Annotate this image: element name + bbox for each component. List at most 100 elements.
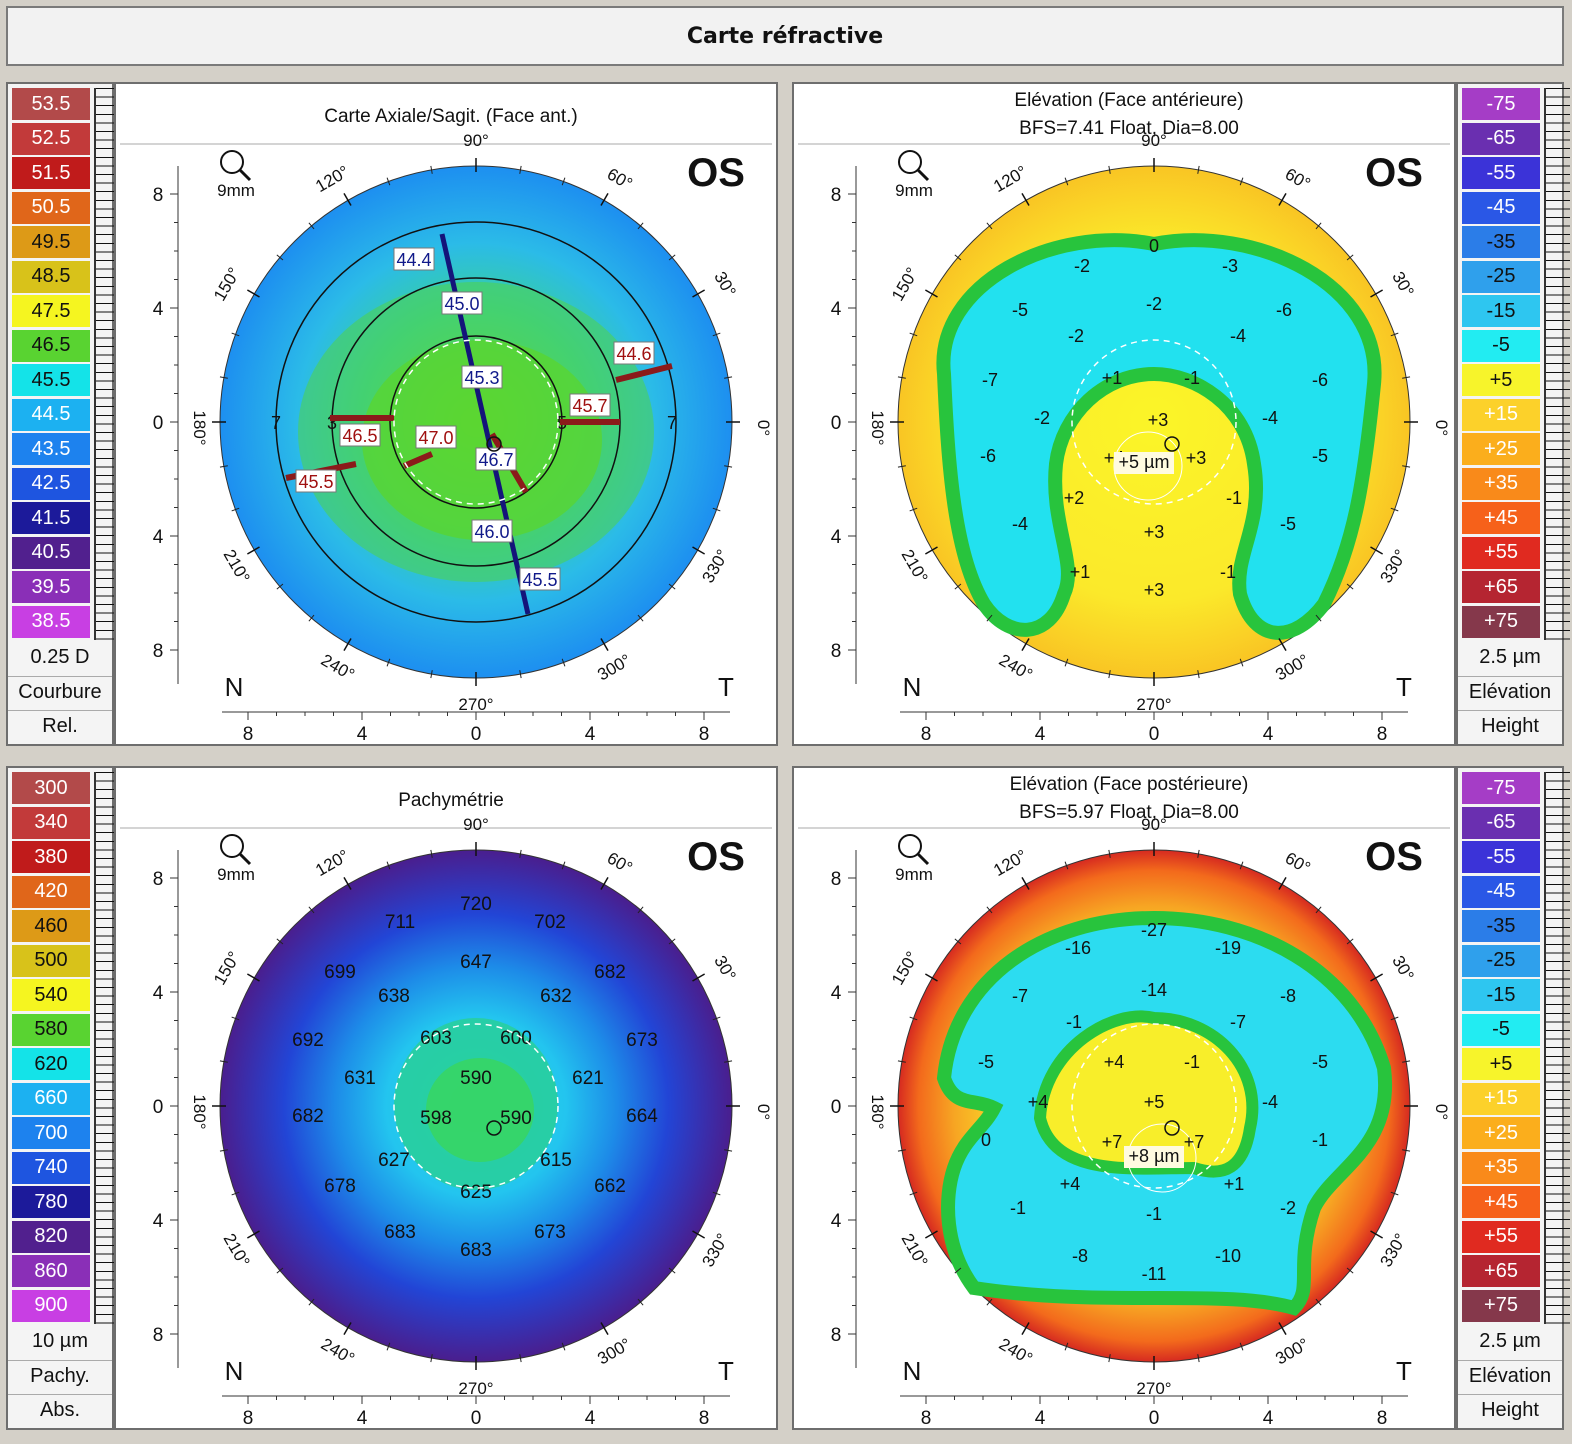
post-map-panel[interactable]: Elévation (Face postérieure) BFS=5.97 Flo… — [792, 766, 1456, 1430]
axial-angle-label: 120° — [312, 162, 352, 196]
ant-x-tick-label: 4 — [1035, 724, 1046, 744]
pachy-angle-tick — [600, 876, 609, 890]
pachy-pupil-center-marker — [486, 1120, 502, 1136]
ant-elevation-value: -1 — [1184, 368, 1200, 388]
post-x-tick-label: 8 — [921, 1408, 932, 1428]
post-elevation-value: +4 — [1104, 1052, 1125, 1072]
axial-zoom-label: 9mm — [217, 181, 255, 200]
pachy-map-panel[interactable]: Pachymétrie 720 711 702 699 647 682 638 632 692 60… — [114, 766, 778, 1430]
post-angle-label: 300° — [1272, 1334, 1312, 1368]
ant-scale-step: -55 — [1462, 157, 1540, 189]
axial-angle-tick — [343, 192, 352, 206]
ant-angle-label: 30° — [1388, 268, 1417, 300]
ant-angle-minor-tick — [1197, 165, 1200, 174]
post-elevation-value: -16 — [1065, 938, 1091, 958]
post-scale-step-label: 2.5 µm — [1479, 1330, 1541, 1352]
ant-scale-step: +5 — [1462, 364, 1540, 396]
pachy-scale-step: 460 — [12, 910, 90, 942]
post-angle-label: 180° — [868, 1094, 887, 1129]
pachy-angle-minor-tick — [276, 1267, 284, 1274]
post-scale-step: -55 — [1462, 841, 1540, 873]
axial-steep-value-text: 47.0 — [418, 428, 453, 448]
axial-x-tick-label: 4 — [585, 724, 596, 744]
ant-angle-minor-tick — [1346, 254, 1354, 261]
pachy-scale-step: 540 — [12, 979, 90, 1011]
axial-steep-value: 45.5 — [295, 469, 337, 493]
pachy-zoom-icon[interactable] — [220, 834, 252, 866]
post-angle-minor-tick — [1402, 1060, 1411, 1063]
axial-angle-label: 180° — [190, 410, 209, 445]
axial-angle-label: 240° — [318, 650, 358, 684]
axial-angle-tick — [600, 192, 609, 206]
ant-elevation-value: -5 — [1312, 446, 1328, 466]
axial-steep-core — [362, 340, 602, 540]
pachy-nasal-label: N — [225, 1356, 244, 1386]
ant-map-panel[interactable]: Elévation (Face antérieure) BFS=7.41 Floa… — [792, 82, 1456, 746]
pachy-scale-type-label: Pachy. — [8, 1360, 112, 1388]
post-angle-minor-tick — [897, 1060, 906, 1063]
axial-angle-label: 270° — [458, 695, 493, 714]
post-angle-tick — [1370, 973, 1384, 982]
axial-map-svg[interactable]: Carte Axiale/Sagit. (Face ant.)735744.44… — [116, 84, 776, 745]
pachy-scale-step: 740 — [12, 1151, 90, 1184]
post-elevation-value: +7 — [1184, 1132, 1205, 1152]
post-elevation-value: -11 — [1142, 1264, 1167, 1284]
post-scale-step: -35 — [1462, 910, 1540, 942]
ant-angle-minor-tick — [1315, 614, 1322, 622]
ant-angle-minor-tick — [954, 583, 962, 590]
ant-angle-minor-tick — [909, 332, 918, 337]
post-zoom-icon[interactable] — [898, 834, 930, 866]
pachy-scale-step: 300 — [12, 772, 90, 804]
axial-angle-minor-tick — [386, 177, 391, 186]
axial-angle-minor-tick — [668, 583, 676, 590]
pachy-angle-tick — [600, 1322, 609, 1336]
axial-zoom-icon[interactable] — [220, 150, 252, 182]
pachy-eye-label: OS — [687, 835, 745, 879]
post-elevation-value: +1 — [1224, 1174, 1245, 1194]
post-y-tick-label: 8 — [831, 1325, 842, 1346]
pachy-thickness-value: 702 — [534, 912, 566, 933]
axial-angle-tick — [692, 546, 706, 555]
ant-angle-tick — [1278, 192, 1287, 206]
pachy-zoom-label: 9mm — [217, 865, 255, 884]
post-scale-step: +25 — [1462, 1117, 1540, 1149]
ant-elevation-value: -2 — [1146, 294, 1162, 314]
ant-elevation-value: +3 — [1186, 448, 1207, 468]
ant-angle-label: 0° — [1432, 420, 1451, 436]
pachy-angle-minor-tick — [712, 1016, 721, 1021]
post-elevation-value: -27 — [1141, 920, 1167, 940]
ant-angle-minor-tick — [954, 254, 962, 261]
pachy-y-tick-label: 4 — [153, 1211, 164, 1232]
ant-elevation-value: +3 — [1148, 410, 1169, 430]
axial-steep-meridian — [615, 363, 673, 383]
axial-pupil-center-marker — [486, 436, 502, 452]
ant-elevation-value: -2 — [1068, 326, 1084, 346]
ant-angle-label: 210° — [898, 546, 932, 586]
axial-map-panel[interactable]: Carte Axiale/Sagit. (Face ant.)735744.44… — [114, 82, 778, 746]
pachy-thickness-value: 638 — [378, 986, 410, 1007]
ant-zoom-label: 9mm — [895, 181, 933, 200]
axial-ring-label: 7 — [667, 413, 677, 433]
axial-center-zone — [393, 339, 559, 505]
post-scale-step: -15 — [1462, 979, 1540, 1011]
axial-angle-label: 60° — [604, 164, 636, 193]
ant-angle-label: 270° — [1136, 695, 1171, 714]
axial-y-tick-label: 4 — [153, 527, 164, 548]
pachy-angle-minor-tick — [219, 1149, 228, 1152]
pachy-thickness-value: 647 — [460, 952, 492, 973]
ant-zoom-icon[interactable] — [898, 150, 930, 182]
pachy-map-svg[interactable]: Pachymétrie 720 711 702 699 647 682 638 632 692 60… — [116, 768, 776, 1429]
pachy-thickness-value: 683 — [460, 1240, 492, 1261]
post-elevation-value: -1 — [1312, 1130, 1328, 1150]
post-scale-step: -75 — [1462, 772, 1540, 804]
axial-scale-step: 38.5 — [12, 605, 90, 638]
ant-scale-type-label: Elévation — [1458, 676, 1562, 704]
post-angle-minor-tick — [1197, 1354, 1200, 1363]
post-angle-label: 210° — [898, 1230, 932, 1270]
ant-map-svg[interactable]: Elévation (Face antérieure) BFS=7.41 Floa… — [794, 84, 1454, 745]
post-angle-tick — [1278, 876, 1287, 890]
axial-x-tick-label: 8 — [243, 724, 254, 744]
pachy-angle-minor-tick — [712, 1191, 721, 1196]
post-map-svg[interactable]: Elévation (Face postérieure) BFS=5.97 Flo… — [794, 768, 1454, 1429]
ant-angle-minor-tick — [1402, 376, 1411, 379]
